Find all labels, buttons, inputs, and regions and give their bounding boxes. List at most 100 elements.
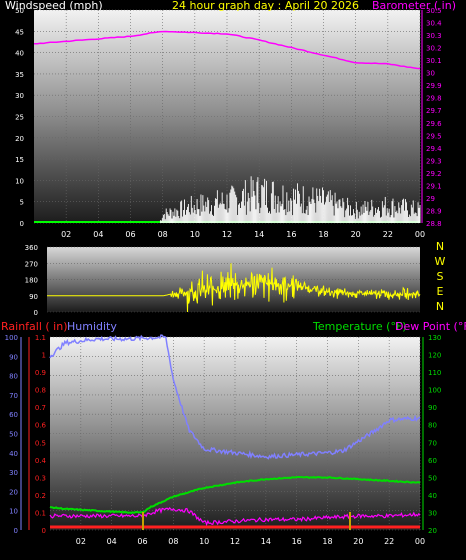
temperature-tick-label: 90 bbox=[428, 404, 437, 412]
direction-tick-label: 270 bbox=[25, 260, 38, 268]
barometer-tick-label: 29.9 bbox=[426, 82, 442, 90]
x-tick-label: 04 bbox=[93, 230, 103, 239]
x-tick-label: 10 bbox=[190, 230, 200, 239]
x-tick-label: 00 bbox=[415, 537, 425, 546]
wind-panel-x-ticks: 02 04 06 08 10 12 14 16 18 20 22 00 bbox=[61, 230, 425, 239]
humidity-tick-label: 70 bbox=[9, 392, 18, 400]
barometer-tick-label: 30.5 bbox=[426, 7, 442, 15]
temperature-tick-label: 70 bbox=[428, 439, 437, 447]
humidity-tick-label: 30 bbox=[9, 469, 18, 477]
direction-tick-label: 180 bbox=[25, 277, 38, 285]
temperature-tick-label: 110 bbox=[428, 369, 441, 377]
temperature-tick-label: 40 bbox=[428, 492, 437, 500]
barometer-tick-label: 29 bbox=[426, 195, 435, 203]
rainfall-tick-label: 0.4 bbox=[35, 457, 47, 465]
windspeed-tick-label: 5 bbox=[20, 199, 24, 207]
humidity-tick-label: 10 bbox=[9, 508, 18, 516]
temperature-tick-label: 80 bbox=[428, 422, 437, 430]
barometer-axis-ticks: 28.8 28.9 29 29.1 29.2 29.3 29.4 29.5 29.6 29.7 29… bbox=[421, 7, 442, 228]
x-tick-label: 02 bbox=[61, 230, 71, 239]
humidity-label: Humidity bbox=[67, 320, 117, 333]
barometer-tick-label: 30.2 bbox=[426, 45, 442, 53]
humidity-tick-label: 100 bbox=[5, 334, 18, 342]
barometer-tick-label: 29.6 bbox=[426, 120, 442, 128]
rainfall-tick-label: 1.1 bbox=[35, 334, 46, 342]
temp-panel-x-ticks: 02 04 06 08 10 12 14 16 18 20 22 00 bbox=[76, 537, 425, 546]
barometer-series-line bbox=[34, 30, 421, 70]
x-tick-label: 08 bbox=[158, 230, 168, 239]
direction-tick-label: 90 bbox=[29, 293, 38, 301]
direction-tick-label: 360 bbox=[25, 244, 38, 252]
barometer-tick-label: 28.9 bbox=[426, 207, 442, 215]
dew-point-label: Dew Point (°F) bbox=[395, 320, 466, 333]
windspeed-tick-label: 15 bbox=[15, 156, 24, 164]
windspeed-tick-label: 30 bbox=[15, 92, 24, 100]
barometer-tick-label: 29.1 bbox=[426, 182, 442, 190]
barometer-tick-label: 29.7 bbox=[426, 107, 442, 115]
temperature-tick-label: 30 bbox=[428, 509, 437, 517]
barometer-tick-label: 30.1 bbox=[426, 57, 442, 65]
rainfall-tick-label: 1 bbox=[42, 352, 46, 360]
wind-direction-series-line bbox=[47, 263, 421, 313]
temp-humidity-grid bbox=[50, 336, 421, 531]
humidity-tick-label: 80 bbox=[9, 373, 18, 381]
temperature-tick-label: 120 bbox=[428, 352, 441, 360]
barometer-tick-label: 30.4 bbox=[426, 20, 442, 28]
barometer-tick-label: 29.5 bbox=[426, 132, 442, 140]
wind-direction-axis-ticks: 0 90 180 270 360 bbox=[25, 244, 38, 317]
compass-label: E bbox=[437, 285, 444, 298]
windspeed-tick-label: 35 bbox=[15, 71, 24, 79]
x-tick-label: 16 bbox=[286, 230, 296, 239]
barometer-label: Barometer ( in) bbox=[372, 0, 456, 12]
wind-direction-grid bbox=[47, 246, 420, 313]
temperature-series-line bbox=[49, 475, 421, 514]
humidity-series-line bbox=[49, 334, 421, 460]
humidity-tick-label: 50 bbox=[9, 431, 18, 439]
barometer-tick-label: 30 bbox=[426, 70, 435, 78]
humidity-tick-label: 40 bbox=[9, 450, 18, 458]
barometer-tick-label: 30.3 bbox=[426, 32, 442, 40]
barometer-tick-label: 29.8 bbox=[426, 95, 442, 103]
windspeed-tick-label: 25 bbox=[15, 114, 24, 122]
windspeed-tick-label: 20 bbox=[15, 135, 24, 143]
temperature-label: Temperature (°F) bbox=[312, 320, 407, 333]
humidity-tick-label: 60 bbox=[9, 411, 18, 419]
rainfall-tick-label: 0.8 bbox=[35, 387, 46, 395]
rainfall-tick-label: 0.2 bbox=[35, 492, 46, 500]
direction-tick-label: 0 bbox=[34, 309, 38, 317]
barometer-tick-label: 29.4 bbox=[426, 145, 442, 153]
compass-label: N bbox=[436, 240, 444, 253]
x-tick-label: 12 bbox=[222, 230, 232, 239]
barometer-tick-label: 28.8 bbox=[426, 220, 442, 228]
rainfall-tick-label: 0 bbox=[42, 527, 46, 535]
windspeed-series bbox=[34, 176, 421, 223]
x-tick-label: 08 bbox=[168, 537, 178, 546]
temperature-axis-ticks: 20 30 40 50 60 70 80 90 100 110 120 130 bbox=[422, 334, 441, 535]
rainfall-axis-ticks: 0 0.1 0.2 0.3 0.4 0.5 0.6 0.7 0.8 0.9 1 1.1 bbox=[28, 334, 47, 535]
windspeed-tick-label: 40 bbox=[15, 50, 24, 58]
x-tick-label: 10 bbox=[199, 537, 209, 546]
x-tick-label: 06 bbox=[125, 230, 135, 239]
windspeed-tick-label: 50 bbox=[15, 7, 24, 15]
rainfall-tick-label: 0.1 bbox=[35, 509, 46, 517]
x-tick-label: 22 bbox=[384, 537, 394, 546]
windspeed-tick-label: 0 bbox=[20, 220, 24, 228]
x-tick-label: 00 bbox=[415, 230, 425, 239]
graph-title: 24 hour graph day : April 20 2026 bbox=[172, 0, 359, 12]
temperature-tick-label: 60 bbox=[428, 457, 437, 465]
compass-label: N bbox=[436, 300, 444, 313]
x-tick-label: 18 bbox=[318, 230, 328, 239]
humidity-axis-ticks: 0 10 20 30 40 50 60 70 80 90 100 bbox=[5, 334, 22, 535]
temperature-tick-label: 50 bbox=[428, 474, 437, 482]
rainfall-tick-label: 0.9 bbox=[35, 369, 46, 377]
windspeed-tick-label: 45 bbox=[15, 28, 24, 36]
compass-label: W bbox=[435, 255, 446, 268]
rainfall-tick-label: 0.5 bbox=[35, 439, 46, 447]
windspeed-tick-label: 10 bbox=[15, 177, 24, 185]
humidity-tick-label: 90 bbox=[9, 353, 18, 361]
rainfall-tick-label: 0.6 bbox=[35, 422, 47, 430]
